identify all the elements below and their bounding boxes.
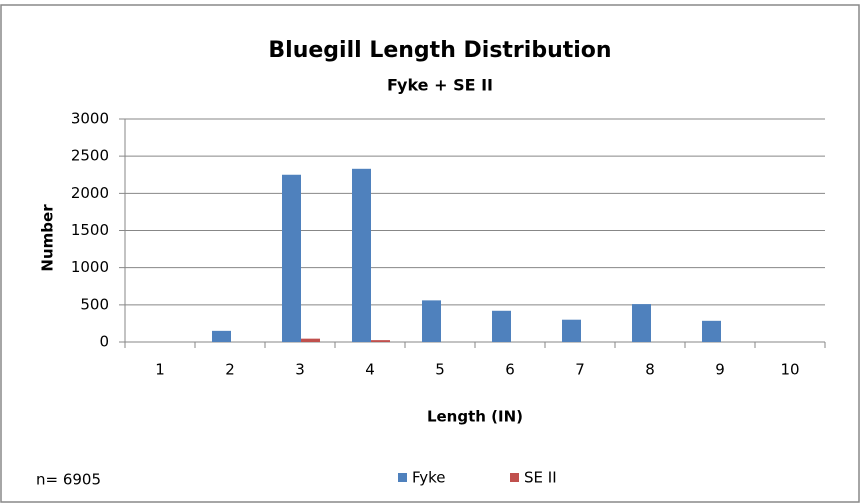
x-tick-label: 10 <box>780 361 799 379</box>
legend-swatch <box>398 473 407 482</box>
y-axis-label: Number <box>39 204 57 272</box>
bar <box>702 320 721 342</box>
bar <box>562 319 581 342</box>
bar <box>282 174 301 342</box>
bar <box>301 338 320 342</box>
bar <box>352 168 371 342</box>
bar <box>492 310 511 342</box>
x-tick-label: 6 <box>505 361 515 379</box>
bar <box>422 300 441 342</box>
bar <box>212 330 231 342</box>
x-tick-label: 7 <box>575 361 585 379</box>
x-tick-label: 8 <box>645 361 655 379</box>
x-tick-label: 1 <box>155 361 165 379</box>
legend-label: Fyke <box>412 469 446 487</box>
bar <box>632 304 651 342</box>
legend-label: SE II <box>524 469 557 487</box>
annotation: n= 6905 <box>36 471 101 489</box>
x-tick-label: 3 <box>295 361 305 379</box>
chart-title: Bluegill Length Distribution <box>268 38 611 63</box>
legend-swatch <box>510 473 519 482</box>
y-tick-label: 2500 <box>71 147 109 165</box>
y-tick-label: 2000 <box>71 184 109 202</box>
chart-subtitle: Fyke + SE II <box>387 76 493 95</box>
x-tick-label: 5 <box>435 361 445 379</box>
x-tick-label: 9 <box>715 361 725 379</box>
y-tick-label: 3000 <box>71 110 109 128</box>
x-tick-label: 2 <box>225 361 235 379</box>
chart-frame <box>0 4 860 503</box>
x-axis-label: Length (IN) <box>427 408 523 426</box>
y-tick-label: 0 <box>99 333 109 351</box>
y-tick-label: 500 <box>80 295 109 313</box>
y-tick-label: 1000 <box>71 258 109 276</box>
x-tick-label: 4 <box>365 361 375 379</box>
y-tick-label: 1500 <box>71 221 109 239</box>
bar <box>371 340 390 342</box>
